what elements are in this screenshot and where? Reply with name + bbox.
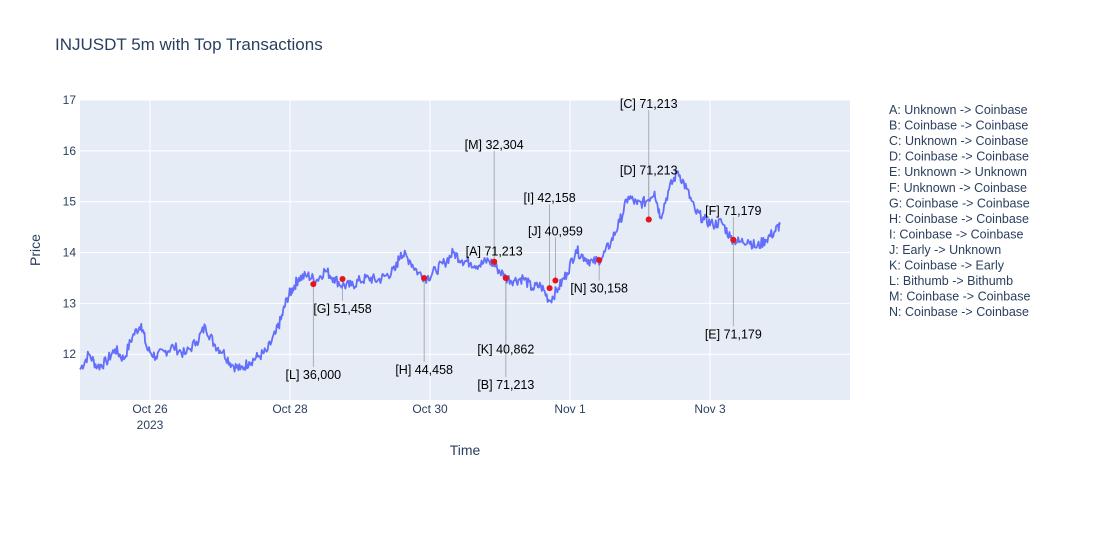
- annotation-label: [H] 44,458: [395, 363, 453, 377]
- x-axis: Oct 26 2023 Oct 28 Oct 30 Nov 1 Nov 3: [132, 402, 726, 432]
- y-tick-label: 13: [63, 296, 77, 310]
- annotation-label: [J] 40,959: [528, 224, 583, 238]
- annotation-label: [K] 40,862: [477, 343, 534, 357]
- x-axis-title: Time: [450, 442, 481, 458]
- annotation-label: [E] 71,179: [705, 327, 762, 341]
- annotation-stems: [312, 110, 734, 378]
- y-tick-label: 17: [63, 93, 77, 107]
- x-tick-label: Nov 3: [694, 402, 726, 416]
- x-tick-label: Oct 30: [412, 402, 448, 416]
- transaction-marker: [491, 258, 498, 265]
- y-tick-label: 16: [63, 144, 77, 158]
- x-tick-label: Oct 26: [132, 402, 168, 416]
- legend-entry: E: Unknown -> Unknown: [889, 165, 1027, 179]
- transaction-marker: [339, 275, 346, 282]
- legend-entry: K: Coinbase -> Early: [889, 259, 1005, 273]
- transaction-marker: [596, 257, 603, 264]
- transaction-marker: [546, 285, 553, 292]
- chart-title: INJUSDT 5m with Top Transactions: [55, 35, 323, 54]
- plot-area: [80, 100, 850, 400]
- y-axis-title: Price: [27, 234, 43, 266]
- transaction-marker: [310, 281, 317, 288]
- legend-entry: H: Coinbase -> Coinbase: [889, 212, 1029, 226]
- grid: [80, 99, 850, 400]
- annotation-label: [F] 71,179: [705, 204, 761, 218]
- legend-entry: I: Coinbase -> Coinbase: [889, 227, 1024, 241]
- legend-entry: C: Unknown -> Coinbase: [889, 134, 1028, 148]
- x-tick-label: Oct 28: [272, 402, 308, 416]
- legend-entry: A: Unknown -> Coinbase: [889, 103, 1028, 117]
- x-tick-label: Nov 1: [554, 402, 586, 416]
- legend-entry: F: Unknown -> Coinbase: [889, 181, 1027, 195]
- y-tick-label: 14: [63, 246, 77, 260]
- x-tick-sublabel: 2023: [137, 418, 164, 432]
- legend-entry: L: Bithumb -> Bithumb: [889, 274, 1013, 288]
- legend: A: Unknown -> Coinbase B: Coinbase -> Coi…: [889, 103, 1030, 319]
- annotation-label: [A] 71,213: [466, 245, 523, 259]
- transaction-marker: [730, 236, 737, 243]
- transaction-marker: [645, 216, 652, 223]
- legend-entry: N: Coinbase -> Coinbase: [889, 305, 1029, 319]
- y-tick-label: 15: [63, 195, 77, 209]
- transaction-marker: [421, 274, 428, 281]
- legend-entry: J: Early -> Unknown: [889, 243, 1001, 257]
- y-axis: 12 13 14 15 16 17: [63, 93, 77, 361]
- y-tick-label: 12: [63, 347, 77, 361]
- transaction-markers: [310, 216, 737, 292]
- annotation-label: [I] 42,158: [524, 191, 576, 205]
- annotations: [A] 71,213 [B] 71,213 [C] 71,213 [D] 71,213…: [286, 97, 762, 392]
- transaction-marker: [552, 277, 559, 284]
- annotation-label: [C] 71,213: [620, 97, 678, 111]
- annotation-label: [D] 71,213: [620, 163, 678, 177]
- annotation-label: [G] 51,458: [313, 302, 371, 316]
- legend-entry: D: Coinbase -> Coinbase: [889, 150, 1029, 164]
- annotation-label: [N] 30,158: [570, 282, 628, 296]
- transaction-marker: [502, 274, 509, 281]
- legend-entry: G: Coinbase -> Coinbase: [889, 196, 1030, 210]
- annotation-label: [B] 71,213: [477, 378, 534, 392]
- annotation-label: [M] 32,304: [465, 138, 524, 152]
- legend-entry: M: Coinbase -> Coinbase: [889, 290, 1030, 304]
- legend-entry: B: Coinbase -> Coinbase: [889, 119, 1028, 133]
- annotation-label: [L] 36,000: [286, 368, 342, 382]
